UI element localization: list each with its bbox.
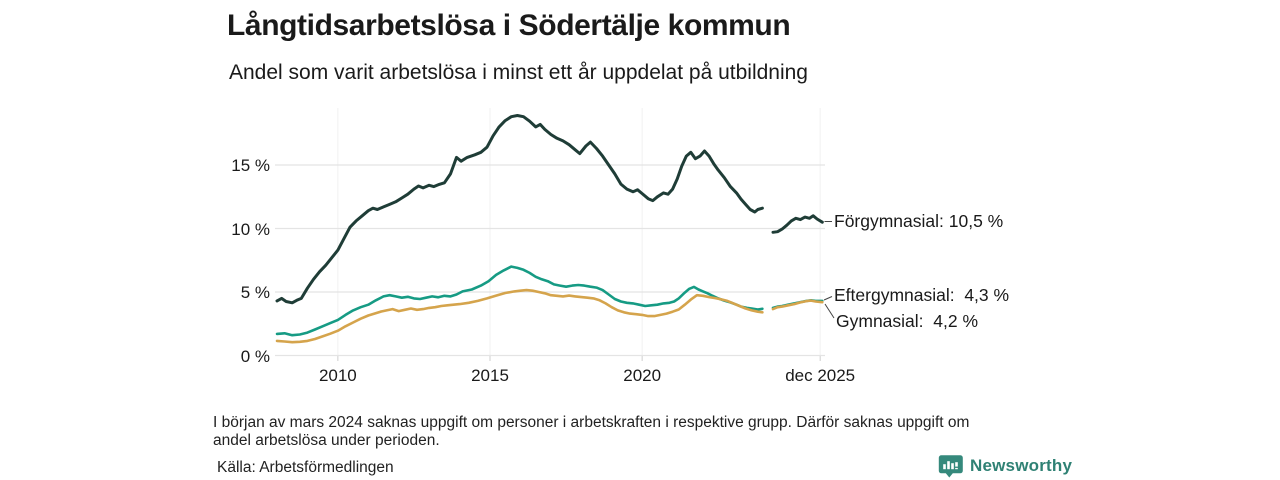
series-line-eftergymnasial	[275, 265, 764, 337]
end-label-connector	[824, 303, 835, 319]
footnote-line-1: I början av mars 2024 saknas uppgift om …	[213, 414, 970, 431]
newsworthy-branding: Newsworthy	[938, 453, 1072, 478]
series-end-label-förgymnasial: Förgymnasial: 10,5 %	[834, 211, 1004, 231]
newsworthy-wordmark: Newsworthy	[970, 455, 1073, 475]
y-tick-label: 5 %	[240, 283, 270, 302]
y-tick-label: 0 %	[240, 346, 270, 366]
x-tick-label: 2010	[318, 366, 357, 385]
series-line-gymnasial	[771, 299, 824, 311]
x-tick-label: 2020	[623, 366, 662, 385]
newsworthy-pin-barchart-icon	[938, 455, 963, 478]
series-line-förgymnasial	[275, 114, 764, 305]
y-tick-label: 10 %	[231, 219, 270, 239]
x-tick-label: dec 2025	[785, 366, 856, 385]
source-note: Källa: Arbetsförmedlingen	[217, 459, 394, 476]
series-end-label-gymnasial: Gymnasial: 4,2 %	[836, 311, 978, 331]
series-line-gymnasial	[275, 288, 764, 344]
end-label-connector	[823, 296, 833, 301]
x-tick-label: 2015	[471, 366, 509, 385]
series-line-förgymnasial	[771, 214, 824, 234]
series-end-label-eftergymnasial: Eftergymnasial: 4,3 %	[834, 285, 1010, 305]
page-title: Långtidsarbetslösa i Södertälje kommun	[227, 9, 791, 42]
y-tick-label: 15 %	[231, 156, 270, 175]
chart-subtitle: Andel som varit arbetslösa i minst ett å…	[229, 61, 808, 84]
footnote-line-2: andel arbetslösa under perioden.	[213, 432, 440, 449]
